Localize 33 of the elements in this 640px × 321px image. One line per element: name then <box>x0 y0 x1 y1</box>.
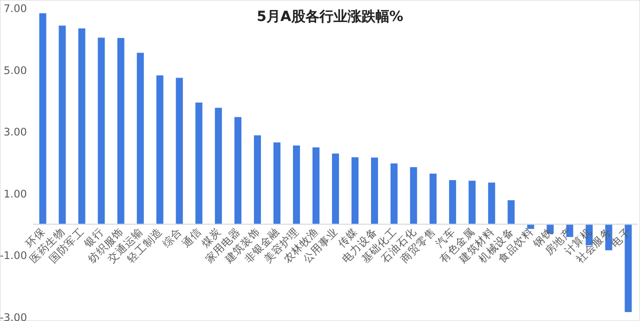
bar <box>390 163 398 224</box>
bar <box>254 135 261 224</box>
bar <box>156 75 164 224</box>
bar <box>312 147 320 224</box>
y-tick-label: 1.00 <box>4 188 27 200</box>
y-tick-label: 3.00 <box>4 126 27 139</box>
bar <box>39 13 46 224</box>
bar <box>176 78 183 224</box>
y-tick-label: -3.00 <box>0 312 27 321</box>
y-tick-label: 7.00 <box>4 3 27 15</box>
bar <box>234 117 242 224</box>
bar <box>292 146 300 224</box>
bar <box>352 157 359 224</box>
bar <box>195 102 202 224</box>
bar <box>78 28 86 224</box>
bar <box>410 167 418 224</box>
bar <box>117 38 124 224</box>
bar <box>371 158 378 224</box>
y-tick-label: -1.00 <box>0 250 27 262</box>
bar <box>58 26 66 224</box>
x-tick-label: 电子 <box>608 225 634 250</box>
bar <box>488 182 496 224</box>
bar <box>508 200 515 224</box>
chart-title: 5月A股各行业涨跌幅% <box>256 9 404 25</box>
bar <box>136 52 144 224</box>
y-tick-label: 5.00 <box>4 64 27 77</box>
bar <box>273 142 280 224</box>
bar <box>214 108 222 224</box>
bar <box>430 174 437 224</box>
bar <box>98 38 105 224</box>
bar <box>468 180 476 224</box>
bar <box>332 154 339 224</box>
bar <box>449 180 456 224</box>
